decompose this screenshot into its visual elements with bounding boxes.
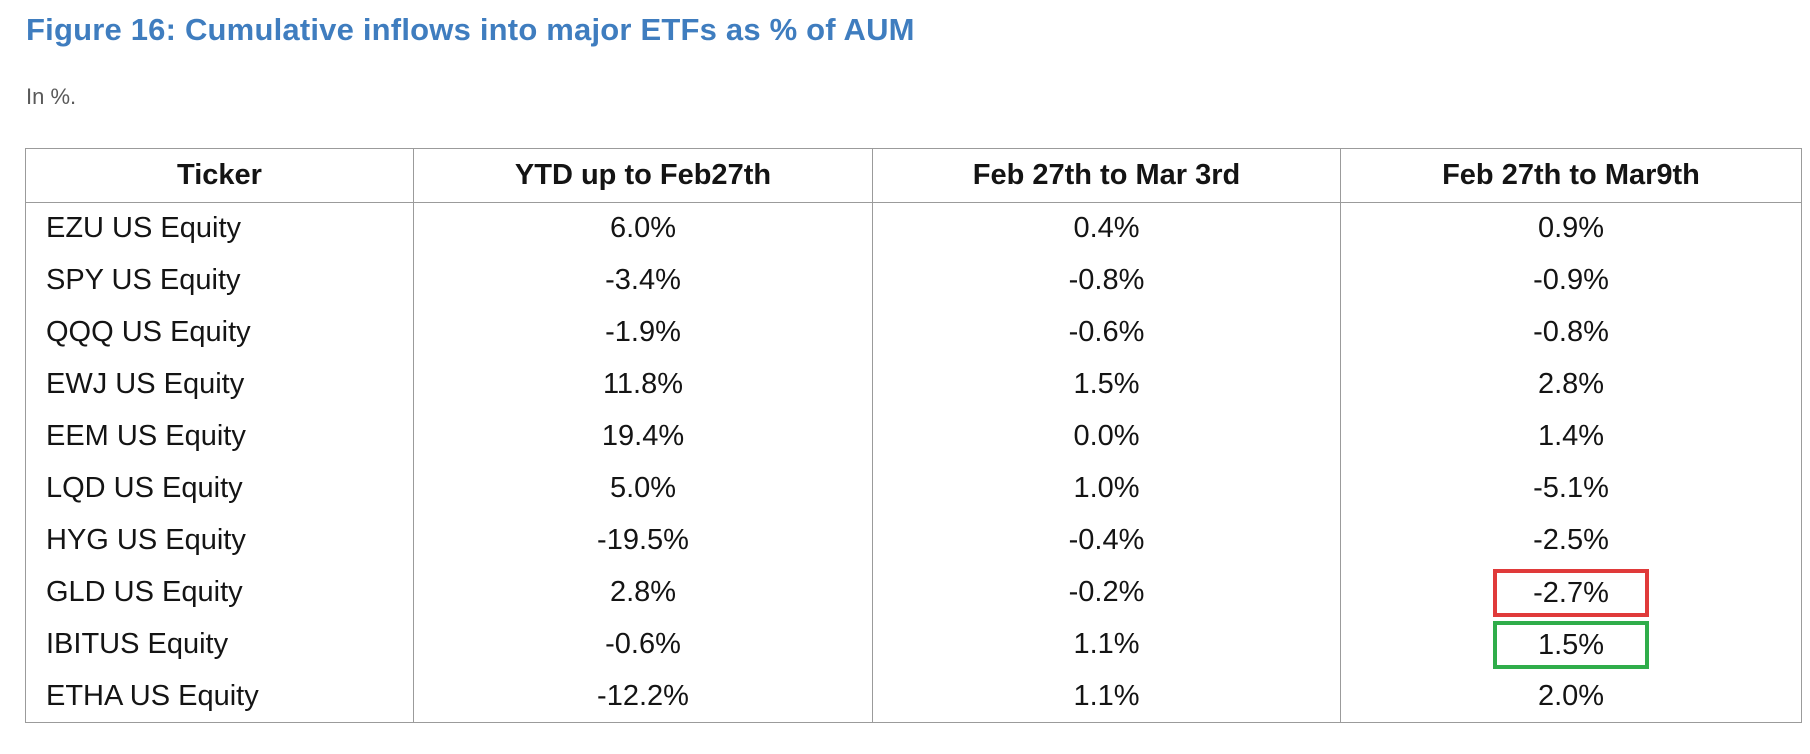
value-cell: 2.8% <box>1340 358 1802 411</box>
ticker-cell: EEM US Equity <box>46 420 246 452</box>
value-cell: -2.5% <box>1340 514 1802 567</box>
ticker-cell: HYG US Equity <box>46 524 246 556</box>
etf-flows-table: Ticker YTD up to Feb27th Feb 27th to Mar… <box>25 148 1802 723</box>
value-cell: 2.8% <box>413 566 873 619</box>
value-cell: 0.9% <box>1340 202 1802 255</box>
table-row-ezu: EZU US Equity 6.0% 0.4% 0.9% <box>26 202 1802 255</box>
column-header-feb27-mar9: Feb 27th to Mar9th <box>1340 148 1802 203</box>
value-cell: 0.0% <box>872 410 1341 463</box>
ticker-cell: IBITUS Equity <box>46 628 229 660</box>
value-cell: 1.5% <box>872 358 1341 411</box>
ticker-cell: SPY US Equity <box>46 264 241 296</box>
value-cell: -12.2% <box>413 670 873 723</box>
value-cell: 19.4% <box>413 410 873 463</box>
highlight-box-red: -2.7% <box>1493 568 1649 617</box>
value-cell: -0.6% <box>413 618 873 671</box>
value-cell: -0.8% <box>872 254 1341 307</box>
table-row-spy: SPY US Equity -3.4% -0.8% -0.9% <box>26 254 1802 307</box>
ticker-cell: LQD US Equity <box>46 472 243 504</box>
figure-subtitle: In %. <box>26 84 77 109</box>
value-cell: 6.0% <box>413 202 873 255</box>
value-cell: 5.0% <box>413 462 873 515</box>
value-cell-highlighted: 1.5% <box>1340 618 1802 671</box>
highlight-box-green: 1.5% <box>1493 620 1649 669</box>
table-body: EZU US Equity 6.0% 0.4% 0.9% SPY US Equi… <box>26 202 1802 723</box>
value-cell: 1.0% <box>872 462 1341 515</box>
value-cell: -0.2% <box>872 566 1341 619</box>
value-cell: -0.6% <box>872 306 1341 359</box>
value-cell: 1.4% <box>1340 410 1802 463</box>
value-cell: 2.0% <box>1340 670 1802 723</box>
ticker-cell: GLD US Equity <box>46 576 243 608</box>
value-cell: -19.5% <box>413 514 873 567</box>
value-cell: -0.9% <box>1340 254 1802 307</box>
column-header-feb27-mar3: Feb 27th to Mar 3rd <box>872 148 1341 203</box>
table-row-lqd: LQD US Equity 5.0% 1.0% -5.1% <box>26 462 1802 515</box>
value-cell: 0.4% <box>872 202 1341 255</box>
table-row-etha: ETHA US Equity -12.2% 1.1% 2.0% <box>26 670 1802 723</box>
ticker-cell: EZU US Equity <box>46 212 241 245</box>
table-row-gld: GLD US Equity 2.8% -0.2% -2.7% <box>26 566 1802 619</box>
column-header-ytd-feb27: YTD up to Feb27th <box>413 148 873 203</box>
table-header: Ticker YTD up to Feb27th Feb 27th to Mar… <box>25 148 1802 203</box>
table-row-ewj: EWJ US Equity 11.8% 1.5% 2.8% <box>26 358 1802 411</box>
figure-title: Figure 16: Cumulative inflows into major… <box>26 12 915 47</box>
table-row-qqq: QQQ US Equity -1.9% -0.6% -0.8% <box>26 306 1802 359</box>
value-cell: 11.8% <box>413 358 873 411</box>
value-cell: 1.1% <box>872 670 1341 723</box>
value-cell: 1.1% <box>872 618 1341 671</box>
table-header-row: Ticker YTD up to Feb27th Feb 27th to Mar… <box>25 148 1802 203</box>
value-cell: -0.4% <box>872 514 1341 567</box>
value-cell-highlighted: -2.7% <box>1340 566 1802 619</box>
value-cell: -1.9% <box>413 306 873 359</box>
column-header-ticker: Ticker <box>25 148 414 203</box>
ticker-cell: EWJ US Equity <box>46 368 245 400</box>
table-row-hyg: HYG US Equity -19.5% -0.4% -2.5% <box>26 514 1802 567</box>
value-cell: -5.1% <box>1340 462 1802 515</box>
ticker-cell: QQQ US Equity <box>46 316 251 348</box>
value-cell: -3.4% <box>413 254 873 307</box>
table-row-ibit: IBITUS Equity -0.6% 1.1% 1.5% <box>26 618 1802 671</box>
value-cell: -0.8% <box>1340 306 1802 359</box>
ticker-cell: ETHA US Equity <box>46 679 259 712</box>
table-row-eem: EEM US Equity 19.4% 0.0% 1.4% <box>26 410 1802 463</box>
